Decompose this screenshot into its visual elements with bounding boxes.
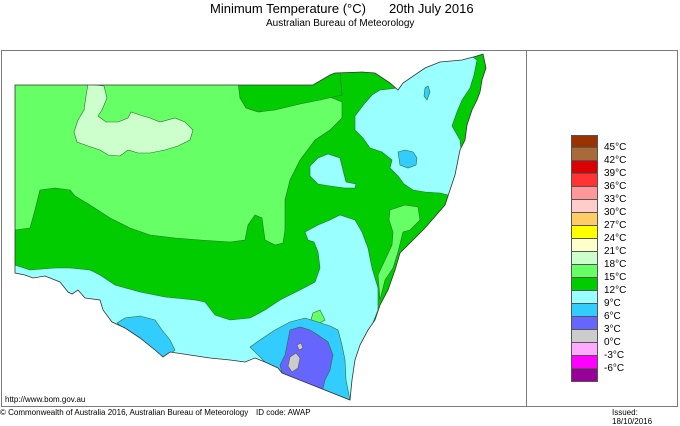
id-code: ID code: AWAP — [256, 408, 311, 417]
bom-url-link[interactable]: http://www.bom.gov.au — [5, 395, 86, 404]
legend-divider — [526, 50, 527, 407]
map-title-bar: Minimum Temperature (°C) 20th July 2016 — [0, 0, 680, 16]
legend-label: 3°C — [604, 324, 621, 335]
legend-label: 0°C — [604, 337, 621, 348]
map-title: Minimum Temperature (°C) — [210, 1, 366, 16]
copyright-text: © Commonwealth of Australia 2016, Austra… — [0, 408, 249, 417]
legend-label: 33°C — [604, 194, 627, 205]
legend-swatch — [571, 174, 598, 187]
legend-label: 12°C — [604, 285, 627, 296]
legend-swatch — [571, 317, 598, 330]
legend-swatch — [571, 356, 598, 369]
legend-label: 39°C — [604, 168, 627, 179]
map-date: 20th July 2016 — [389, 1, 474, 16]
legend-swatch — [571, 369, 598, 382]
legend-swatch — [571, 330, 598, 343]
legend-swatch — [571, 161, 598, 174]
legend-label: 24°C — [604, 233, 627, 244]
legend-swatch — [571, 304, 598, 317]
legend-swatch — [571, 148, 598, 161]
legend-label: 9°C — [604, 298, 621, 309]
legend-swatch — [571, 226, 598, 239]
legend-swatch — [571, 291, 598, 304]
legend-label: 45°C — [604, 142, 627, 153]
legend-label: 15°C — [604, 272, 627, 283]
legend-label: 21°C — [604, 246, 627, 257]
legend-label: -6°C — [604, 363, 625, 374]
legend-swatch — [571, 252, 598, 265]
legend-swatch — [571, 187, 598, 200]
legend-label: 6°C — [604, 311, 621, 322]
map-subtitle: Australian Bureau of Meteorology — [266, 18, 415, 29]
legend-swatch — [571, 239, 598, 252]
legend-swatch — [571, 135, 598, 148]
legend-swatch — [571, 278, 598, 291]
legend-swatch — [571, 265, 598, 278]
legend-swatch — [571, 343, 598, 356]
legend-label: 27°C — [604, 220, 627, 231]
legend-swatch — [571, 200, 598, 213]
legend-label: 42°C — [604, 155, 627, 166]
legend-label: 18°C — [604, 259, 627, 270]
legend-label: -3°C — [604, 350, 625, 361]
legend-swatch — [571, 213, 598, 226]
legend-label: 36°C — [604, 181, 627, 192]
issued-date: Issued: 18/10/2016 — [612, 408, 653, 426]
legend-label: 30°C — [604, 207, 627, 218]
map-frame — [1, 50, 678, 407]
